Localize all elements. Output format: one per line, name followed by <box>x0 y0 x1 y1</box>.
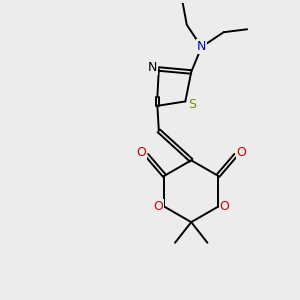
Text: O: O <box>237 146 247 159</box>
Text: N: N <box>197 40 206 53</box>
Text: O: O <box>220 200 230 213</box>
Text: N: N <box>148 61 157 74</box>
Text: S: S <box>188 98 196 111</box>
Text: O: O <box>136 146 146 159</box>
Text: O: O <box>153 200 163 213</box>
